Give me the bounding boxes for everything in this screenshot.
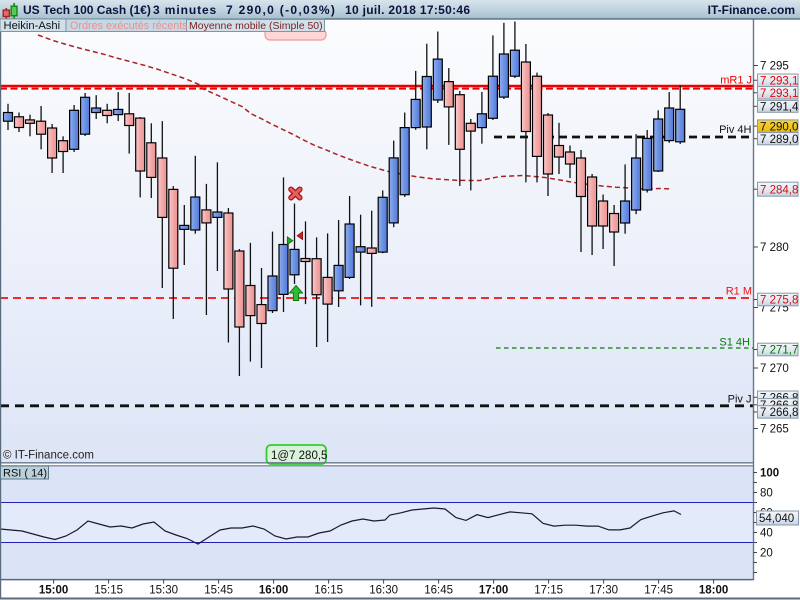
svg-text:7 293,1: 7 293,1 [760,88,798,100]
svg-text:Ordres exécutés récents: Ordres exécutés récents [70,20,188,32]
svg-text:16:15: 16:15 [314,585,343,597]
svg-text:mR1 J: mR1 J [720,75,752,87]
svg-text:15:30: 15:30 [149,585,178,597]
svg-text:Heikin-Ashi: Heikin-Ashi [4,20,61,32]
svg-text:40: 40 [760,528,773,540]
svg-text:© IT-Finance.com: © IT-Finance.com [3,450,94,462]
svg-text:7 284,8: 7 284,8 [760,184,798,196]
svg-text:IT-Finance.com: IT-Finance.com [708,3,795,17]
svg-text:Piv 4H: Piv 4H [719,124,751,136]
svg-text:US Tech 100 Cash (1€): US Tech 100 Cash (1€) [23,3,151,17]
svg-text:7 290,0: 7 290,0 [760,121,798,133]
svg-text:7 293,1: 7 293,1 [760,76,798,88]
svg-text:7 275,8: 7 275,8 [760,295,798,307]
svg-text:7 295: 7 295 [760,61,789,73]
svg-text:7 290,0 (-0,03%): 7 290,0 (-0,03%) [226,3,336,17]
svg-text:15:00: 15:00 [39,585,68,597]
svg-text:3 minutes: 3 minutes [153,3,217,17]
svg-text:7 291,4: 7 291,4 [760,102,799,114]
svg-text:54,040: 54,040 [759,513,794,525]
svg-text:18:00: 18:00 [699,585,728,597]
svg-text:17:15: 17:15 [534,585,563,597]
svg-text:10 juil. 2018 17:50:46: 10 juil. 2018 17:50:46 [345,3,470,17]
svg-text:S1 4H: S1 4H [719,337,750,349]
svg-text:1@7 280,5: 1@7 280,5 [271,450,327,462]
svg-text:7 289,0: 7 289,0 [760,134,798,146]
svg-text:RSI ( 14): RSI ( 14) [3,468,47,480]
svg-text:80: 80 [760,488,773,500]
svg-text:16:45: 16:45 [424,585,453,597]
svg-text:17:30: 17:30 [589,585,618,597]
svg-text:17:45: 17:45 [644,585,673,597]
svg-text:Piv J: Piv J [728,394,752,406]
svg-text:7 265: 7 265 [760,424,789,436]
svg-text:16:00: 16:00 [259,585,288,597]
svg-text:15:15: 15:15 [94,585,123,597]
svg-text:16:30: 16:30 [369,585,398,597]
svg-text:17:00: 17:00 [479,585,508,597]
svg-text:7 270: 7 270 [760,363,789,375]
svg-text:R1 M: R1 M [726,286,752,298]
svg-text:7 280: 7 280 [760,242,789,254]
svg-text:20: 20 [760,548,773,560]
svg-text:7 266,8: 7 266,8 [760,407,798,419]
svg-text:Moyenne mobile (Simple 50): Moyenne mobile (Simple 50) [189,20,323,32]
svg-text:100: 100 [760,468,779,480]
svg-text:15:45: 15:45 [204,585,233,597]
svg-text:7 271,7: 7 271,7 [760,345,798,357]
